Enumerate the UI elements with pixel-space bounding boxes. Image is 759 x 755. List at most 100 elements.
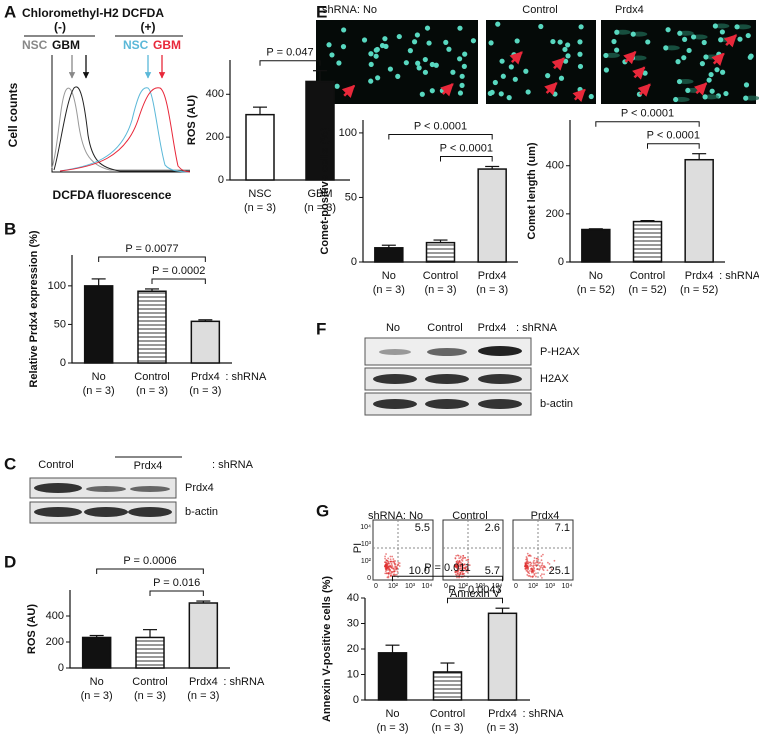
flow-dot [391,560,394,563]
image-label: Control [522,4,557,16]
flow-dot [542,569,545,572]
flow-dot [391,571,393,574]
nucleus [709,88,715,94]
n-label: (n = 3) [134,690,166,702]
n-label: (n = 3) [424,284,456,296]
flow-dot [389,555,392,558]
nucleus [681,55,687,61]
arrow [341,84,356,99]
flow-dot [467,561,470,564]
arrow [693,82,708,96]
flow-dot [536,557,538,560]
flow-dot [455,560,458,563]
significance-bracket [98,256,206,262]
p-value: P < 0.0001 [440,142,493,154]
flow-dot [457,562,460,565]
nucleus [461,63,467,69]
nucleus [676,78,683,85]
nucleus [588,93,594,100]
nucleus [499,58,505,64]
flow-tick: 0 [444,583,448,590]
flow-dot [542,566,545,569]
nucleus [677,30,683,36]
bar [188,602,219,669]
flow-dot [456,576,458,579]
nucleus [429,88,435,94]
n-label: (n = 3) [431,722,463,734]
x-tick-label: No [90,676,104,688]
flow-dot [546,569,549,572]
bar [425,241,456,263]
nucleus [368,61,374,68]
nucleus [743,95,749,101]
nucleus [422,56,428,63]
flow-dot [391,565,394,568]
y-axis-label: Comet-positive cells (%) [319,127,331,254]
axis-label: PI [352,543,364,553]
flow-dot [533,569,536,572]
flow-dot [395,573,398,576]
nucleus [558,75,565,81]
band [34,483,82,493]
flow-dot [389,568,391,571]
flow-dot [529,563,532,566]
nucleus [720,69,726,75]
y-tick-label: 200 [206,131,224,143]
nucleus [565,53,571,59]
p-value: P = 0.0043 [448,584,501,596]
flow-dot [387,557,390,560]
flow-dot [459,555,462,558]
blot-header: Control [427,322,462,334]
nucleus [614,47,620,53]
y-tick-label: 40 [347,592,359,604]
n-label: (n = 3) [189,385,221,397]
quadrant-value: 25.1 [549,565,570,577]
nucleus [630,31,636,37]
x-tick-label: No [385,708,399,720]
nucleus [419,91,425,97]
flow-dot [394,565,397,568]
nucleus [495,21,501,27]
flow-dot [540,555,543,558]
nucleus [329,52,335,58]
nucleus [387,66,393,72]
panel-label: C [4,454,16,473]
flow-dot [544,566,547,569]
p-value: P = 0.016 [153,577,200,589]
arrow [509,51,523,65]
flow-dot [550,566,553,569]
flow-dot [397,563,400,566]
p-value: P < 0.0001 [647,130,700,142]
flow-dot [533,573,536,575]
flow-dot [467,558,470,561]
nucleus [690,34,697,40]
axis-label: Cell counts [6,82,20,147]
bar [81,636,112,669]
flow-dot [463,556,466,559]
nucleus [718,37,724,43]
p-value: P = 0.0002 [152,265,205,277]
nucleus [514,38,520,44]
p-value: P = 0.047 [266,47,313,59]
y-axis-label: Annexin V-positive cells (%) [321,576,333,722]
bar [137,290,167,364]
nucleus [416,65,422,71]
flow-dot [387,576,390,579]
nucleus [703,54,709,60]
band [128,507,172,517]
flow-dot [391,564,393,567]
nucleus [557,39,563,45]
band [130,486,170,492]
arrow [623,51,637,65]
band [478,346,522,356]
y-tick-label: 10 [347,668,359,680]
nucleus [457,56,463,62]
flow-dot [455,554,458,557]
flow-dot [538,568,541,571]
quadrant-value: 2.6 [485,522,500,534]
y-tick-label: 400 [206,88,224,100]
flow-dot [389,565,392,568]
flow-tick: 10² [361,558,372,565]
quadrant-value: 5.5 [415,522,430,534]
n-label: (n = 52) [680,284,718,296]
